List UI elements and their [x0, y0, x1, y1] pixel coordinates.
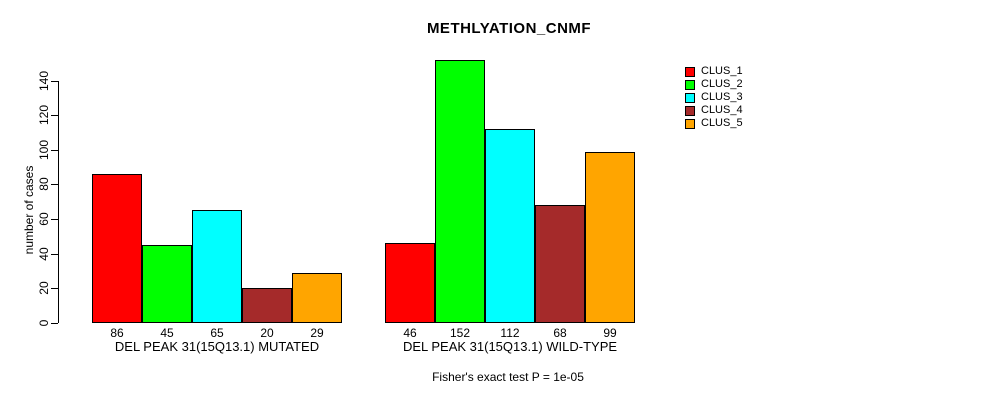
legend-swatch-icon	[685, 92, 695, 103]
y-axis-tick-label: 60	[37, 212, 51, 226]
y-axis-tick-label: 100	[37, 139, 51, 160]
chart-title: METHLYATION_CNMF	[426, 20, 592, 37]
legend: CLUS_1 CLUS_2 CLUS_3 CLUS_4 CLUS_5	[685, 65, 743, 130]
legend-label: CLUS_4	[701, 104, 743, 116]
bar-value-label: 86	[110, 326, 124, 340]
bar-clus_3-group2	[485, 129, 535, 323]
legend-label: CLUS_1	[701, 65, 743, 77]
legend-swatch-icon	[685, 105, 695, 116]
legend-swatch-icon	[685, 118, 695, 129]
bar-clus_4-group2	[535, 205, 585, 323]
legend-item-clus_4: CLUS_4	[685, 104, 743, 117]
bar-value-label: 152	[449, 326, 471, 340]
y-axis-tick	[51, 253, 58, 255]
legend-label: CLUS_5	[701, 117, 743, 129]
y-axis-tick	[51, 80, 58, 82]
y-axis-tick-label: 40	[37, 247, 51, 261]
group-label-2: DEL PEAK 31(15Q13.1) WILD-TYPE	[402, 339, 618, 354]
group-label-1: DEL PEAK 31(15Q13.1) MUTATED	[114, 339, 320, 354]
bar-value-label: 29	[310, 326, 324, 340]
bar-clus_1-group1	[92, 174, 142, 323]
bar-clus_1-group2	[385, 243, 435, 323]
bar-value-label: 20	[260, 326, 274, 340]
legend-label: CLUS_3	[701, 91, 743, 103]
bar-value-label: 68	[553, 326, 567, 340]
bar-value-label: 112	[500, 326, 520, 340]
legend-swatch-icon	[685, 66, 695, 77]
y-axis-tick-label: 80	[37, 177, 51, 192]
bar-clus_2-group2	[435, 60, 485, 323]
y-axis-tick	[51, 288, 58, 290]
bar-clus_5-group1	[292, 273, 342, 323]
legend-item-clus_5: CLUS_5	[685, 117, 743, 130]
legend-label: CLUS_2	[701, 78, 743, 90]
y-axis-tick-label: 0	[37, 319, 51, 327]
y-axis-tick-label: 140	[37, 70, 51, 91]
legend-item-clus_2: CLUS_2	[685, 78, 743, 91]
bar-value-label: 65	[210, 326, 224, 340]
y-axis-line	[58, 80, 59, 323]
bar-value-label: 99	[603, 326, 617, 340]
bar-clus_3-group1	[192, 210, 242, 323]
legend-item-clus_3: CLUS_3	[685, 91, 743, 104]
legend-item-clus_1: CLUS_1	[685, 65, 743, 78]
y-axis-tick	[51, 184, 58, 186]
y-axis-tick	[51, 149, 58, 151]
y-axis-tick	[51, 323, 58, 324]
bar-value-label: 45	[160, 326, 174, 340]
y-axis-tick	[51, 219, 58, 221]
fisher-test-annotation: Fisher's exact test P = 1e-05	[432, 370, 584, 384]
y-axis-tick-label: 120	[37, 105, 51, 126]
legend-swatch-icon	[685, 79, 695, 90]
bar-value-label: 46	[403, 326, 417, 340]
y-axis-tick-label: 20	[37, 281, 51, 296]
y-axis-label: number of cases	[22, 165, 36, 255]
bar-clus_2-group1	[142, 245, 192, 323]
bar-clus_4-group1	[242, 288, 292, 323]
bar-clus_5-group2	[585, 152, 635, 323]
y-axis-tick	[51, 115, 58, 117]
